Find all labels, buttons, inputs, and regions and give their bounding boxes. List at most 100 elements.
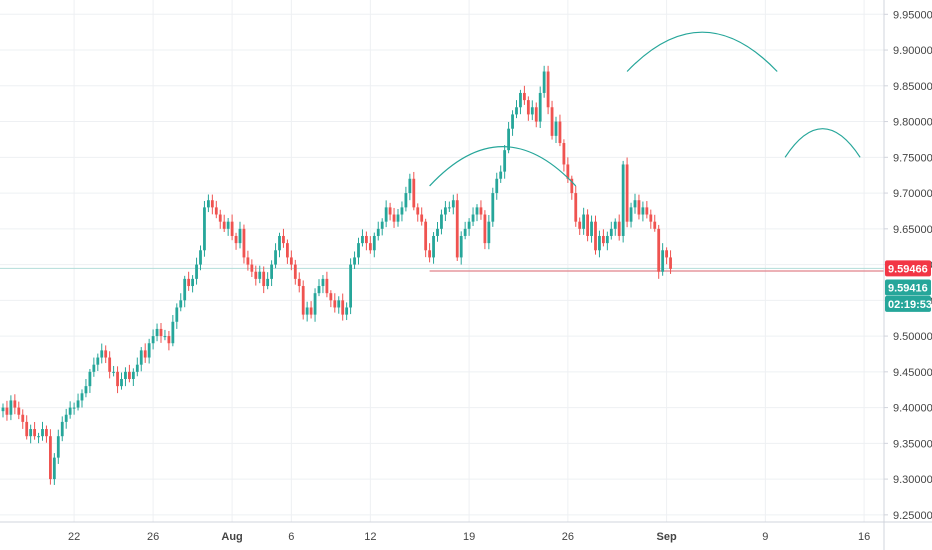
- candle-body: [436, 228, 439, 236]
- candle-body: [424, 221, 428, 251]
- candle-body: [617, 221, 621, 236]
- candle-body: [72, 407, 76, 409]
- x-tick-label: 26: [147, 531, 159, 543]
- candle-body: [590, 221, 593, 236]
- x-tick-label: 16: [858, 531, 870, 543]
- candle-body: [13, 400, 17, 408]
- candle-body: [159, 328, 163, 337]
- candle-body: [388, 207, 392, 215]
- candle-body: [1, 407, 5, 412]
- candle-body: [84, 386, 88, 394]
- candle-body: [459, 235, 463, 258]
- candle-body: [530, 107, 534, 115]
- candle-body: [143, 350, 147, 358]
- price-tags: 9.59466 9.59416 02:19:53: [885, 260, 932, 312]
- candle-body: [637, 200, 641, 215]
- candle-body: [52, 457, 56, 480]
- candle-body: [562, 143, 566, 165]
- pattern-arc: [626, 31, 778, 72]
- candle-body: [64, 414, 68, 422]
- candle-body: [5, 407, 9, 415]
- candle-body: [629, 207, 633, 222]
- candle-body: [175, 307, 179, 322]
- candle-body: [76, 400, 80, 408]
- y-tick-label: 9.70000: [893, 188, 932, 200]
- candle-body: [293, 264, 297, 279]
- candle-body: [542, 71, 546, 93]
- candle-body: [167, 336, 171, 344]
- candle-body: [131, 371, 135, 379]
- candle-body: [297, 278, 301, 287]
- candle-body: [155, 328, 159, 337]
- candle-body: [128, 371, 131, 379]
- candle-body: [447, 207, 451, 209]
- candle-body: [657, 228, 661, 272]
- candle-body: [313, 293, 317, 315]
- candle-body: [361, 235, 364, 244]
- candle-body: [246, 257, 250, 265]
- candle-body: [649, 214, 653, 222]
- candle-body: [41, 429, 44, 437]
- candle-body: [609, 228, 613, 236]
- y-tick-label: 9.80000: [893, 117, 932, 129]
- candle-body: [444, 207, 447, 215]
- candle-body: [341, 300, 345, 315]
- y-tick-label: 9.30000: [893, 474, 932, 486]
- candle-body: [100, 350, 104, 358]
- candle-body: [108, 357, 112, 372]
- y-tick-label: 9.45000: [893, 367, 932, 379]
- candle-body: [116, 371, 119, 387]
- candle-body: [171, 321, 175, 344]
- candle-body: [357, 243, 360, 258]
- candle-body: [88, 371, 92, 387]
- x-tick-label: 22: [68, 531, 80, 543]
- candle-body: [598, 235, 601, 251]
- candle-body: [21, 414, 25, 422]
- candle-body: [124, 371, 127, 379]
- candle-body: [345, 307, 349, 315]
- candle-body: [250, 264, 254, 272]
- candle-body: [274, 250, 277, 265]
- candle-body: [234, 235, 238, 244]
- candle-body: [400, 207, 404, 215]
- candle-body: [404, 193, 408, 208]
- candle-body: [376, 228, 380, 236]
- candle-body: [179, 300, 183, 308]
- candle-body: [309, 307, 313, 315]
- candle-body: [112, 371, 115, 373]
- candle-body: [96, 357, 100, 365]
- grid: [0, 0, 884, 522]
- candle-body: [665, 250, 668, 258]
- candle-body: [266, 278, 270, 287]
- pattern-arc: [784, 128, 861, 158]
- candle-body: [408, 178, 412, 194]
- y-tick-label: 9.50000: [893, 331, 932, 343]
- candle-body: [586, 214, 589, 236]
- candle-body: [519, 92, 522, 108]
- y-tick-label: 9.90000: [893, 45, 932, 57]
- candle-body: [104, 350, 108, 358]
- candle-body: [487, 221, 491, 244]
- candle-body: [479, 207, 483, 215]
- candle-body: [558, 121, 562, 144]
- time-axis[interactable]: 22 26 Aug 6 12 19 26 Sep 9 16: [0, 521, 932, 543]
- candle-body: [321, 278, 325, 287]
- candle-body: [226, 221, 230, 229]
- candle-body: [282, 235, 285, 244]
- y-tick-label: 9.40000: [893, 403, 932, 415]
- candle-body: [582, 214, 586, 229]
- candle-body: [625, 164, 629, 222]
- candle-body: [353, 257, 356, 265]
- x-tick-label: 9: [762, 531, 768, 543]
- x-tick-label: 26: [562, 531, 574, 543]
- candle-body: [491, 193, 495, 222]
- candle-body: [333, 300, 337, 308]
- candle-body: [420, 214, 424, 222]
- candle-body: [507, 128, 510, 151]
- candle-body: [368, 243, 372, 251]
- candle-body: [254, 271, 258, 279]
- candle-body: [9, 400, 13, 415]
- candle-body: [258, 271, 262, 279]
